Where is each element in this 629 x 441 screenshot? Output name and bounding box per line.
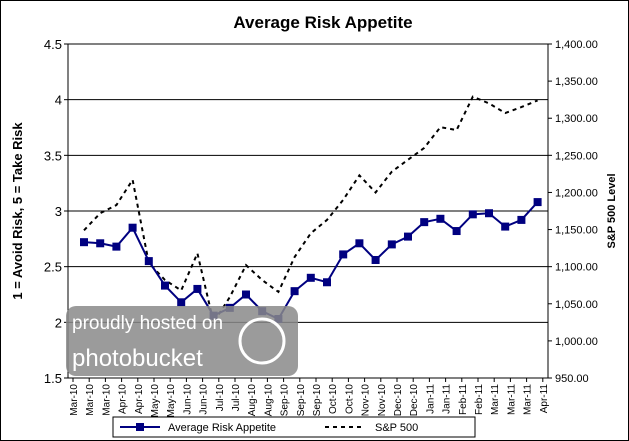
watermark: proudly hosted on photobucket: [66, 306, 298, 376]
risk-appetite-marker: [533, 198, 542, 207]
x-tick-label: Jan-11: [442, 384, 453, 414]
y2-tick-label: 1,350.00: [555, 76, 598, 88]
x-tick-label: Feb-11: [474, 384, 485, 415]
x-tick-label: May-10: [166, 384, 177, 418]
risk-appetite-marker: [193, 284, 202, 293]
y2-tick-label: 1,400.00: [555, 39, 598, 51]
x-tick-label: Jul-10: [215, 384, 226, 412]
x-tick-label: Apr-10: [134, 384, 145, 414]
plot-area: [67, 43, 549, 379]
y-tick-label: 4: [55, 93, 62, 108]
risk-appetite-marker: [112, 242, 121, 251]
risk-appetite-marker: [387, 240, 396, 249]
x-tick-label: Aug-10: [263, 384, 274, 417]
x-tick-label: Sep-10: [312, 384, 323, 417]
risk-appetite-marker: [404, 232, 412, 241]
y2-tick-label: 1,300.00: [555, 113, 598, 125]
y2-tick-label: 950.00: [555, 373, 589, 385]
x-tick-label: Feb-11: [458, 384, 469, 415]
x-tick-label: Jul-10: [231, 384, 242, 412]
legend-marker-risk: [136, 423, 144, 431]
risk-appetite-marker: [468, 210, 477, 219]
risk-appetite-marker: [517, 215, 526, 224]
x-tick-label: Oct-10: [344, 384, 355, 414]
y-tick-label: 1.5: [44, 371, 62, 386]
y2-tick-label: 1,100.00: [555, 262, 598, 274]
x-tick-label: Mar-10: [69, 384, 80, 416]
risk-appetite-marker: [161, 281, 169, 290]
risk-appetite-marker: [323, 278, 331, 287]
x-tick-label: Aug-10: [247, 384, 258, 417]
y2-axis-label: S&P 500 Level: [606, 173, 618, 248]
legend-risk: Average Risk Appetite: [168, 422, 276, 434]
x-tick-label: Dec-10: [409, 384, 420, 417]
x-tick-label: Mar-11: [523, 384, 534, 415]
y-axis-label: 1 = Avoid Risk, 5 = Take Risk: [10, 122, 25, 300]
risk-appetite-marker: [306, 273, 315, 282]
y2-tick-label: 1,050.00: [555, 299, 598, 311]
camera-icon: [238, 317, 286, 365]
risk-appetite-marker: [339, 250, 348, 259]
risk-appetite-marker: [371, 255, 380, 264]
y2-tick-label: 1,250.00: [555, 150, 598, 162]
risk-appetite-marker: [80, 238, 88, 247]
x-tick-label: Sep-10: [280, 384, 291, 417]
x-tick-label: Apr-10: [118, 384, 129, 414]
x-tick-label: Dec-10: [393, 384, 404, 417]
x-tick-label: Jan-11: [425, 384, 436, 414]
legend: Average Risk Appetite S&P 500: [112, 416, 476, 438]
y2-tick-label: 1,200.00: [555, 187, 598, 199]
x-tick-label: Mar-11: [506, 384, 517, 415]
risk-appetite-marker: [355, 239, 364, 248]
x-tick-label: Nov-10: [361, 384, 372, 417]
risk-appetite-marker: [128, 223, 137, 232]
x-tick-label: Oct-10: [328, 384, 339, 414]
risk-appetite-marker: [242, 290, 250, 299]
risk-appetite-marker: [96, 239, 105, 248]
watermark-line1: proudly hosted on: [72, 313, 223, 334]
x-tick-label: May-10: [150, 384, 161, 418]
y-tick-label: 3.5: [44, 148, 62, 163]
y-tick-label: 4.5: [44, 37, 62, 52]
risk-appetite-marker: [436, 214, 445, 223]
risk-appetite-marker: [290, 287, 299, 296]
risk-appetite-marker: [501, 222, 510, 231]
x-tick-label: Mar-10: [85, 384, 96, 416]
risk-appetite-marker: [420, 218, 429, 227]
x-tick-label: Jun-10: [199, 384, 210, 415]
chart-title: Average Risk Appetite: [233, 13, 412, 32]
risk-appetite-marker: [452, 227, 461, 236]
y-tick-label: 2: [55, 315, 62, 330]
risk-appetite-marker: [144, 257, 153, 266]
risk-appetite-marker: [485, 209, 493, 218]
x-tick-label: Mar-10: [101, 384, 112, 416]
sp500-line: [83, 95, 538, 325]
x-tick-label: Mar-11: [490, 384, 501, 415]
x-tick-label: Apr-11: [539, 384, 550, 414]
y2-tick-label: 1,000.00: [555, 336, 598, 348]
x-tick-label: Sep-10: [296, 384, 307, 417]
legend-sp500: S&P 500: [375, 422, 418, 434]
y-tick-label: 2.5: [44, 260, 62, 275]
risk-appetite-marker: [177, 298, 186, 307]
y2-tick-label: 1,150.00: [555, 225, 598, 237]
watermark-line2: photobucket: [72, 345, 203, 372]
x-tick-label: Jun-10: [182, 384, 193, 415]
y-tick-label: 3: [55, 204, 62, 219]
x-tick-label: Nov-10: [377, 384, 388, 417]
